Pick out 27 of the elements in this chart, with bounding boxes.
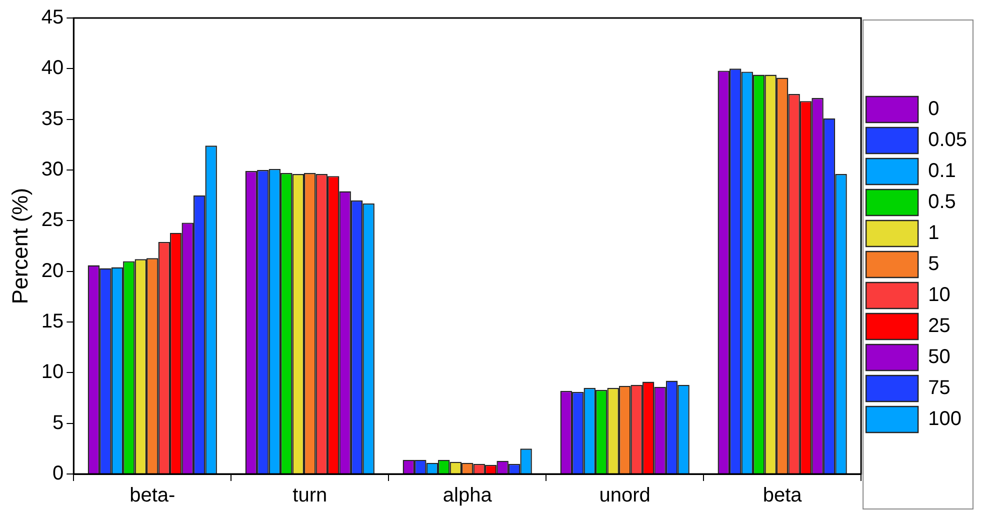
legend-label: 25 xyxy=(928,315,950,338)
y-tick-label: 30 xyxy=(41,158,64,181)
y-tick-label: 40 xyxy=(41,57,64,80)
legend-label: 50 xyxy=(928,346,950,368)
x-tick-label: unord xyxy=(599,484,650,507)
x-tick-label: beta xyxy=(762,484,803,507)
legend-label: 10 xyxy=(928,284,950,306)
y-tick-label: 35 xyxy=(41,108,64,130)
y-tick-label: 20 xyxy=(41,260,64,282)
y-tick-label: 45 xyxy=(41,6,64,29)
y-axis-title: Percent (%) xyxy=(7,188,32,304)
legend-label: 100 xyxy=(928,408,962,430)
x-tick-label: beta- xyxy=(130,484,176,507)
y-tick-label: 15 xyxy=(41,310,64,333)
y-tick-label: 25 xyxy=(41,209,64,232)
y-tick-label: 5 xyxy=(52,412,64,434)
legend-label: 0.5 xyxy=(928,191,956,214)
y-tick-label: 10 xyxy=(41,361,64,384)
legend-label: 0 xyxy=(928,98,940,120)
legend-label: 0.1 xyxy=(928,160,956,182)
x-tick-label: alpha xyxy=(442,484,493,507)
y-tick-label: 0 xyxy=(52,462,64,485)
legend-label: 0.05 xyxy=(928,129,968,152)
x-tick-label: turn xyxy=(292,484,328,507)
legend-label: 5 xyxy=(928,253,940,276)
legend-label: 1 xyxy=(928,222,940,244)
legend-label: 75 xyxy=(928,377,950,400)
